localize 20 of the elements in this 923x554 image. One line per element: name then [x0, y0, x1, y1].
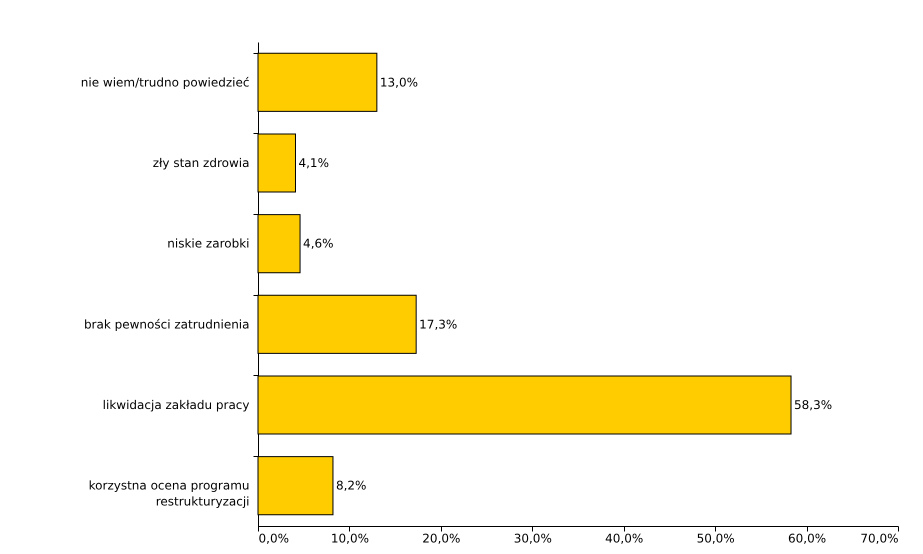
x-tick-label: 40,0%: [605, 532, 644, 546]
x-tick-label: 0,0%: [258, 532, 289, 546]
y-tick-label: niskie zarobki: [167, 236, 250, 251]
x-tick-label: 50,0%: [696, 532, 735, 546]
data-label: 8,2%: [336, 478, 366, 493]
y-tick-label: zły stan zdrowia: [152, 156, 250, 170]
x-tick-label: 30,0%: [514, 532, 552, 546]
y-tick-label: korzystna ocena programu restrukturyzacji: [88, 478, 250, 509]
data-label: 4,1%: [298, 156, 329, 170]
x-tick-label: 20,0%: [422, 532, 460, 546]
data-label: 58,3%: [794, 398, 832, 412]
x-tick-label: 60,0%: [788, 532, 826, 546]
y-tick-label: nie wiem/trudno powiedzieć: [80, 75, 250, 90]
data-label: 13,0%: [380, 75, 418, 90]
x-tick-label: 10,0%: [330, 532, 369, 546]
data-label: 17,3%: [419, 317, 458, 332]
y-tick-label: brak pewności zatrudnienia: [84, 317, 250, 332]
data-label: 4,6%: [303, 236, 334, 251]
y-tick-label: likwidacja zakładu pracy: [102, 398, 250, 412]
x-tick-label: 70,0%: [860, 532, 898, 546]
